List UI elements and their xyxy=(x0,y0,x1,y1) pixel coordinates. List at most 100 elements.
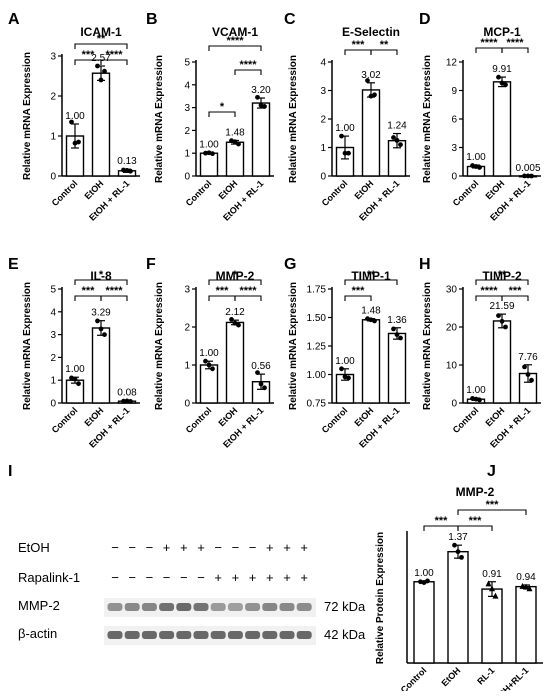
blot-band-mmp2 xyxy=(124,603,140,611)
y-tick-label: 0 xyxy=(50,399,56,410)
y-tick-label: 0 xyxy=(451,399,457,410)
x-tick-label: Control xyxy=(50,405,80,435)
data-point xyxy=(455,549,461,555)
data-point xyxy=(69,119,74,125)
panel-d: D MCP-1 Relative mRNA Expression 0 3 6 9 12 1.00… xyxy=(419,11,541,223)
chart-title: ICAM-1 xyxy=(80,25,122,39)
y-tick-label: 3 xyxy=(320,86,326,97)
bar xyxy=(91,327,111,404)
significance-bracket xyxy=(501,47,529,53)
x-tick-label: EtOH xyxy=(483,405,506,428)
value-label: 2.12 xyxy=(225,307,245,318)
y-tick-label: 0.75 xyxy=(307,399,327,410)
value-label: 1.24 xyxy=(387,121,407,132)
data-point xyxy=(124,398,130,404)
y-axis-label: Relative Protein Expression xyxy=(375,532,386,664)
significance-bracket xyxy=(457,509,527,515)
data-point xyxy=(368,317,374,323)
significance-label: *** xyxy=(82,285,96,297)
significance-bracket xyxy=(344,279,398,285)
bar xyxy=(225,321,245,404)
x-tick-label: EtOH xyxy=(216,405,239,428)
significance-label: *** xyxy=(486,499,500,511)
data-point xyxy=(526,585,533,592)
y-axis-label: Relative mRNA Expression xyxy=(422,282,433,410)
blot-membrane-mmp2 xyxy=(104,598,316,617)
bar xyxy=(492,81,512,177)
data-point xyxy=(398,142,403,148)
significance-label: * xyxy=(220,101,225,113)
significance-label: * xyxy=(233,269,238,281)
data-point xyxy=(203,150,208,156)
blot-band-mmp2 xyxy=(141,603,157,611)
panel-c: C E-Selectin Relative mRNA Expression 0 1 2 3 4… xyxy=(284,11,410,223)
x-tick-label: Control xyxy=(320,178,350,208)
bar xyxy=(199,152,219,177)
significance-bracket xyxy=(208,45,262,51)
data-point xyxy=(72,140,78,146)
y-tick-label: 20 xyxy=(446,323,458,334)
blot-band-mmp2 xyxy=(107,603,123,611)
data-point xyxy=(473,164,479,169)
blot-sign: + xyxy=(283,570,291,585)
y-tick-label: 1 xyxy=(320,143,326,154)
data-point xyxy=(124,168,130,173)
data-point xyxy=(485,580,492,587)
blot-band-actin xyxy=(159,631,175,639)
data-point xyxy=(391,326,396,332)
bar xyxy=(447,550,469,664)
data-point xyxy=(339,366,344,372)
y-axis-label: Relative mRNA Expression xyxy=(288,282,299,410)
blot-sign: + xyxy=(249,570,257,585)
y-tick-label: 1 xyxy=(50,376,56,387)
significance-label: *** xyxy=(216,285,230,297)
blot-kda-mmp2: 72 kDa xyxy=(324,599,366,614)
data-point xyxy=(368,93,374,99)
y-axis-label: Relative mRNA Expression xyxy=(288,55,299,183)
blot-membrane-actin xyxy=(104,626,316,645)
chart-title: MCP-1 xyxy=(483,25,521,39)
significance-bracket xyxy=(208,111,236,117)
data-point xyxy=(342,150,348,156)
y-tick-label: 2 xyxy=(50,353,56,364)
data-point xyxy=(98,77,104,83)
chart-title: VCAM-1 xyxy=(212,25,258,39)
panel-letter: J xyxy=(487,463,496,480)
y-tick-label: 4 xyxy=(50,307,56,318)
x-tick-label: Control xyxy=(50,178,80,208)
blot-kda-actin: 42 kDa xyxy=(324,627,366,642)
y-tick-label: 0 xyxy=(451,172,457,183)
panel-b: B VCAM-1 Relative mRNA Expression 0 1 2 3 4 5 1.0… xyxy=(146,11,274,223)
x-tick-label: EtOH xyxy=(352,405,375,428)
blot-band-label-mmp2: MMP-2 xyxy=(18,598,60,613)
chart-title: E-Selectin xyxy=(342,25,400,39)
x-tick-label: EtOH xyxy=(439,665,462,688)
data-point xyxy=(489,585,495,592)
x-tick-label: EtOH+RL-1 xyxy=(490,665,531,691)
panel-letter: C xyxy=(284,11,296,28)
blot-treatment-signs: − − − + + + − − − + + +− − − − − − + + + + + + xyxy=(111,540,308,585)
blot-band-mmp2 xyxy=(159,603,175,611)
data-point xyxy=(258,102,264,108)
value-label: 1.00 xyxy=(414,568,434,579)
data-point xyxy=(121,398,126,404)
data-point xyxy=(459,554,464,560)
value-label: 0.91 xyxy=(482,569,502,580)
blot-band-mmp2 xyxy=(262,603,278,611)
blot-band-actin xyxy=(124,631,140,639)
significance-bracket xyxy=(344,295,372,301)
panel-letter: D xyxy=(419,11,431,28)
data-point xyxy=(522,173,527,179)
blot-sign: + xyxy=(163,540,171,555)
blot-band-actin xyxy=(193,631,209,639)
western-blot-panel: I EtOH Rapalink-1 − − − + + + − − − + + +− − − − − − + + + +… xyxy=(8,463,366,645)
value-label: 1.00 xyxy=(466,385,486,396)
data-point xyxy=(232,139,238,145)
data-point xyxy=(255,94,260,100)
significance-label: ** xyxy=(97,33,106,45)
